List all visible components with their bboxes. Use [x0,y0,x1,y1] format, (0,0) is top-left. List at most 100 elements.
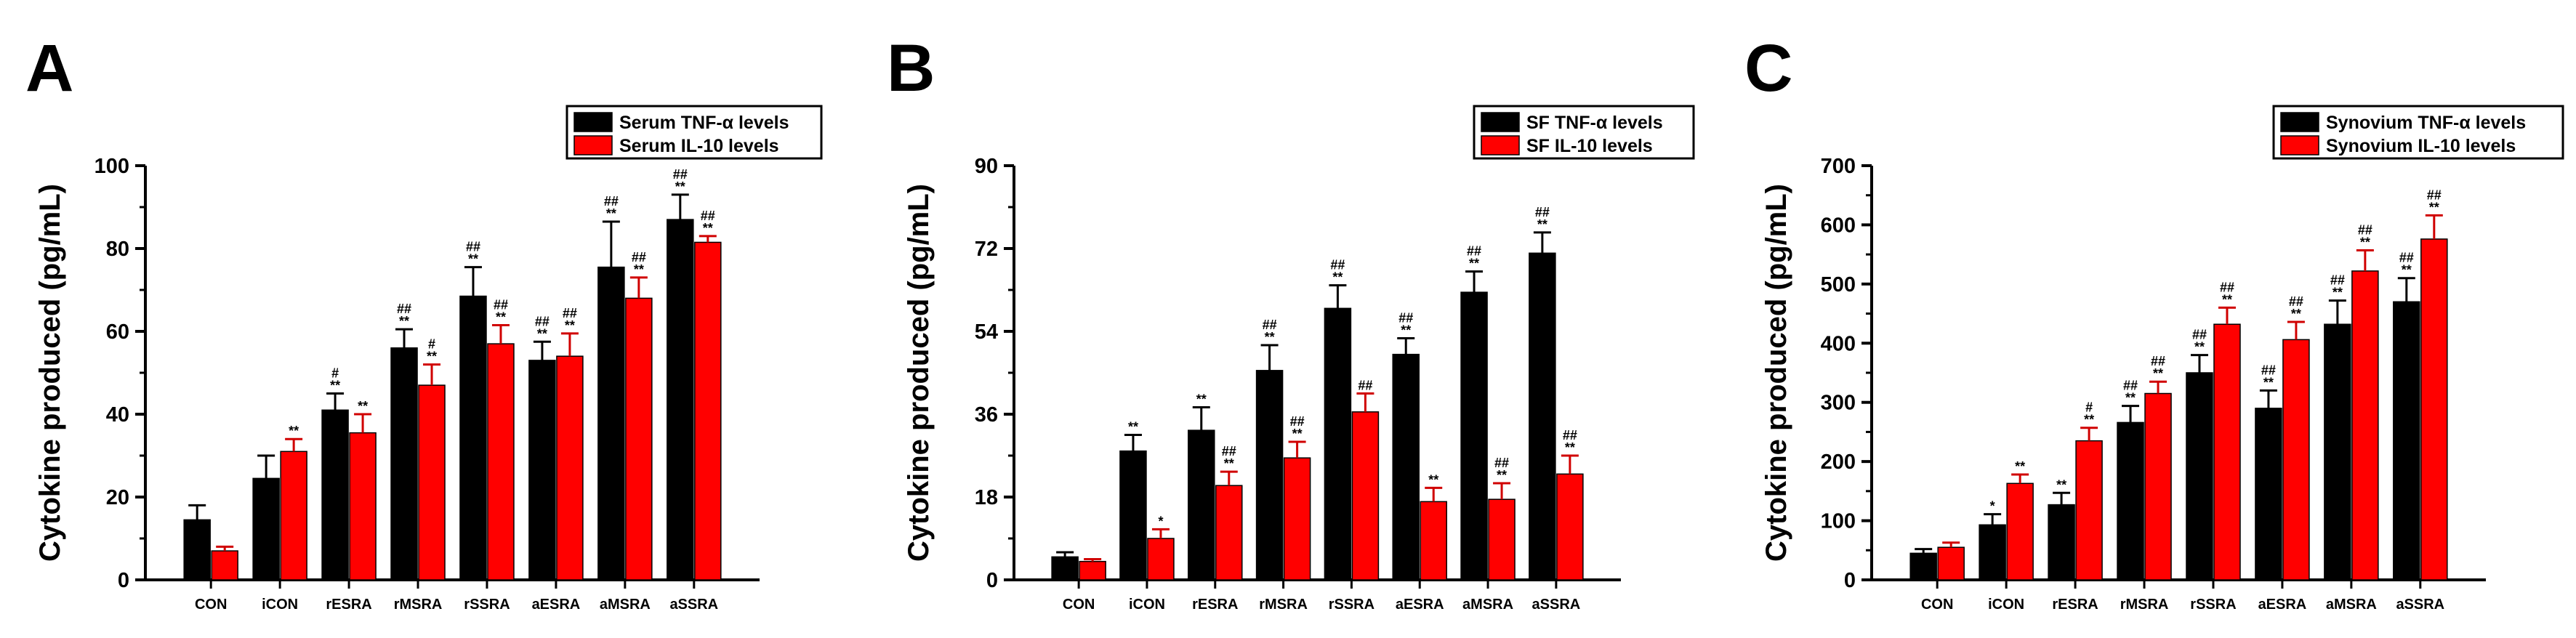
significance-mark: ## [673,167,688,182]
bar-il10 [1283,457,1311,581]
y-tick-label: 600 [1821,214,1856,237]
significance-mark: ## [1330,258,1345,272]
significance-mark: * [1990,499,1995,514]
y-tick-label: 400 [1821,332,1856,355]
significance-mark: ## [466,240,480,254]
significance-mark: ** [2015,459,2025,474]
significance-mark: ** [427,350,437,364]
significance-mark: ** [2222,292,2232,307]
bar-tnf [597,266,625,581]
chart-panel-b: B 0 18 36 54 72 90 Cytokine produced (pg/mL) CON… [887,31,1695,613]
y-tick-label: 200 [1821,451,1856,474]
panel-label: C [1744,31,1792,105]
significance-mark: ** [468,252,478,267]
bar-tnf [1460,291,1488,581]
significance-mark: ** [1469,257,1479,271]
y-tick-label: 100 [94,155,129,178]
x-tick-label: CON [195,597,227,613]
bar-il10 [1420,501,1447,581]
y-tick-label: 40 [106,403,129,427]
legend: SF TNF-α levels SF IL-10 levels [1473,105,1695,160]
bar-tnf [1979,524,2006,581]
bar-il10 [1147,538,1175,581]
panel-label: A [25,31,73,105]
significance-mark: ** [1292,427,1303,441]
y-tick-label: 80 [106,238,129,261]
significance-mark: ** [330,379,340,393]
significance-mark: ## [2399,251,2414,265]
significance-mark: ** [496,310,506,324]
significance-mark: ** [1224,456,1234,471]
significance-mark: ## [1535,205,1550,219]
significance-mark: ## [2123,379,2138,393]
bar-il10 [694,241,722,581]
bar-tnf [528,360,556,581]
bar-il10 [2351,270,2379,581]
bar-il10 [487,343,515,581]
legend-label: SF IL-10 levels [1526,136,1653,156]
bar-il10 [2144,392,2172,581]
legend-box [2272,105,2564,160]
chart-panel-c: C 0 100 200 300 400 500 600 700 Cytokine produced… [1744,31,2564,613]
bar-il10 [2420,238,2448,581]
bar-tnf [2117,421,2144,581]
bar-tnf [1188,429,1215,581]
y-axis-label: Cytokine produced (pg/mL) [903,184,935,562]
x-tick-label: CON [1921,597,1953,613]
y-tick-label: 18 [975,486,998,509]
bar-il10 [1488,498,1516,581]
legend: Serum TNF-α levels Serum IL-10 levels [565,105,823,160]
significance-mark: ** [537,326,547,341]
y-tick-label: 100 [1821,510,1856,533]
y-tick-label: 0 [986,569,998,592]
significance-mark: ** [1401,323,1411,338]
bar-tnf [2255,408,2282,581]
y-tick-label: 0 [118,569,129,592]
significance-mark: ** [2360,235,2370,249]
bar-il10 [2213,323,2241,581]
y-tick-label: 300 [1821,392,1856,415]
significance-mark: ** [606,206,616,221]
significance-mark: ** [1537,217,1547,232]
legend: Synovium TNF-α levels Synovium IL-10 leve… [2272,105,2564,160]
chart-panel-a: A 0 20 40 60 80 100 Cytokine produced (pg/mL) CO… [25,31,823,613]
bar-il10 [211,550,238,581]
legend-swatch [1481,135,1520,156]
bar-il10 [418,384,446,581]
y-tick-label: 90 [975,155,998,178]
bar-tnf [183,519,211,581]
x-tick-label: aMSRA [2326,597,2377,613]
significance-mark: ** [675,179,685,194]
y-tick-label: 500 [1821,273,1856,296]
significance-mark: ** [358,399,368,413]
significance-mark: * [1158,514,1163,528]
x-tick-label: rESRA [2052,597,2098,613]
x-tick-label: rMSRA [2120,597,2169,613]
bar-tnf [2048,504,2075,581]
significance-mark: ** [1196,392,1207,407]
significance-mark: ## [2192,328,2207,342]
y-axis-label: Cytokine produced (pg/mL) [34,184,66,562]
bar-il10 [2075,440,2103,581]
significance-mark: ** [1332,270,1343,285]
x-tick-label: rESRA [326,597,371,613]
legend-label: Serum TNF-α levels [619,113,789,133]
x-tick-label: aMSRA [1462,597,1513,613]
bar-tnf [2324,323,2351,581]
bar-il10 [1215,485,1243,581]
bar-il10 [625,297,653,581]
significance-mark: ** [2291,307,2301,321]
x-tick-label: aESRA [2258,597,2307,613]
y-tick-label: 54 [975,320,998,344]
legend-label: Synovium IL-10 levels [2326,136,2516,156]
bar-tnf [1909,552,1937,581]
x-tick-label: iCON [1988,597,2024,613]
x-tick-label: rMSRA [1259,597,1308,613]
legend-label: Synovium TNF-α levels [2326,113,2526,133]
significance-mark: ** [1265,330,1275,344]
significance-mark: ## [701,209,715,223]
legend-label: SF TNF-α levels [1526,113,1663,133]
bar-tnf [1392,353,1420,581]
bar-tnf [252,477,280,581]
